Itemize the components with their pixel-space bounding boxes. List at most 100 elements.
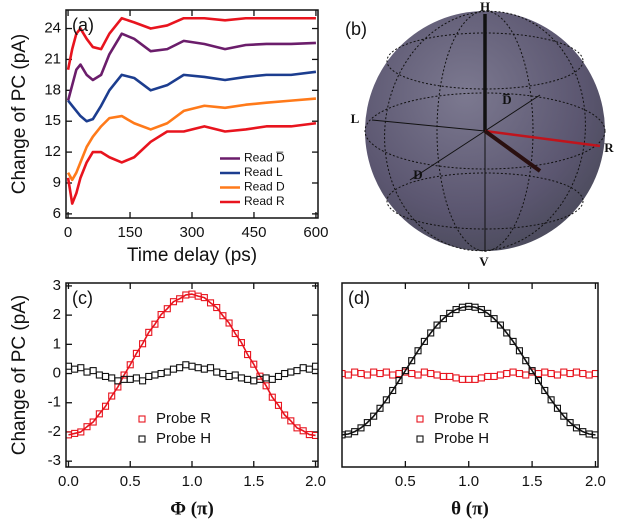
- x-tick-label: 150: [118, 224, 143, 241]
- point: [427, 329, 435, 337]
- point: [95, 410, 103, 418]
- point: [287, 368, 295, 376]
- point: [503, 369, 511, 378]
- frame: [341, 282, 599, 468]
- point: [299, 364, 307, 372]
- point: [126, 361, 134, 369]
- y-axis-label: Change of PC (pA): [9, 34, 30, 195]
- point: [262, 382, 270, 390]
- point: [206, 364, 215, 372]
- point: [591, 431, 598, 439]
- point: [522, 357, 530, 365]
- point: [553, 404, 561, 412]
- point: [274, 401, 283, 409]
- point: [344, 371, 352, 379]
- x-tick-label: 450: [241, 224, 266, 241]
- point: [145, 372, 153, 381]
- axis-line: [484, 94, 541, 132]
- x-tick-label: 600: [303, 224, 328, 241]
- point: [420, 368, 428, 376]
- legend-marker: [416, 435, 424, 443]
- point: [101, 402, 110, 410]
- point: [357, 424, 365, 432]
- x-tick-label: 2.0: [585, 473, 606, 490]
- point: [231, 329, 239, 338]
- point: [351, 428, 359, 436]
- panel-label: (c): [72, 288, 93, 308]
- point: [420, 337, 428, 345]
- point: [370, 368, 378, 376]
- y-tick-label: 3: [53, 277, 61, 294]
- y-tick-label: 1: [53, 335, 61, 352]
- series-line: [66, 32, 316, 101]
- point: [427, 369, 435, 378]
- point: [237, 339, 245, 347]
- series-line: [66, 97, 317, 182]
- point: [268, 393, 276, 401]
- point: [433, 321, 441, 329]
- point: [213, 368, 221, 376]
- x-tick-label: 0.5: [120, 473, 141, 490]
- point: [395, 376, 403, 385]
- axis-line: [409, 130, 486, 181]
- point: [200, 365, 208, 373]
- point: [452, 374, 460, 382]
- bloch-label: D̅: [502, 92, 511, 107]
- point: [351, 368, 359, 376]
- point: [534, 376, 542, 385]
- y-tick-label: 6: [53, 205, 61, 222]
- legend-label: Probe R: [434, 410, 489, 427]
- legend-label: Read L: [244, 165, 283, 179]
- legend-label: Read D: [244, 180, 285, 194]
- point: [541, 368, 549, 376]
- point: [490, 315, 498, 323]
- point: [250, 377, 258, 385]
- point: [225, 372, 233, 381]
- legend-label: Probe H: [434, 430, 489, 447]
- point: [151, 320, 159, 328]
- point: [101, 372, 110, 381]
- bloch-label: R: [604, 140, 614, 155]
- point: [572, 368, 581, 376]
- point: [547, 369, 555, 378]
- x-tick-label: 1.5: [522, 473, 543, 490]
- point: [370, 412, 378, 420]
- series-line: [66, 121, 317, 205]
- point: [145, 328, 153, 336]
- point: [194, 364, 202, 372]
- point: [311, 431, 318, 440]
- point: [250, 360, 258, 368]
- point: [572, 424, 581, 432]
- point: [376, 369, 384, 378]
- legend-marker: [138, 435, 146, 443]
- x-tick-label: 1.5: [243, 473, 264, 490]
- bloch-label: V: [479, 254, 489, 269]
- point: [439, 372, 447, 381]
- point: [477, 374, 485, 382]
- meridian: [436, 10, 534, 252]
- legend-label: Probe R: [156, 410, 211, 427]
- frame: [65, 9, 319, 219]
- x-tick-label: 1.0: [182, 473, 203, 490]
- x-tick-label: 0.5: [395, 473, 416, 490]
- point: [287, 417, 295, 425]
- point: [89, 367, 97, 375]
- point: [188, 362, 196, 370]
- point: [305, 365, 313, 373]
- point: [509, 368, 517, 376]
- y-tick-label: 15: [44, 112, 61, 129]
- point: [213, 303, 221, 312]
- point: [151, 371, 159, 379]
- point: [566, 419, 574, 427]
- y-tick-label: 12: [44, 143, 61, 160]
- x-axis-label: Time delay (ps): [127, 245, 257, 266]
- legend-marker: [138, 415, 146, 423]
- point: [139, 340, 147, 348]
- y-tick-label: 24: [44, 20, 61, 37]
- point: [71, 365, 79, 373]
- series-line: [66, 16, 316, 70]
- point: [566, 369, 574, 378]
- point: [503, 329, 511, 337]
- point: [389, 371, 397, 379]
- y-tick-label: -3: [48, 452, 61, 469]
